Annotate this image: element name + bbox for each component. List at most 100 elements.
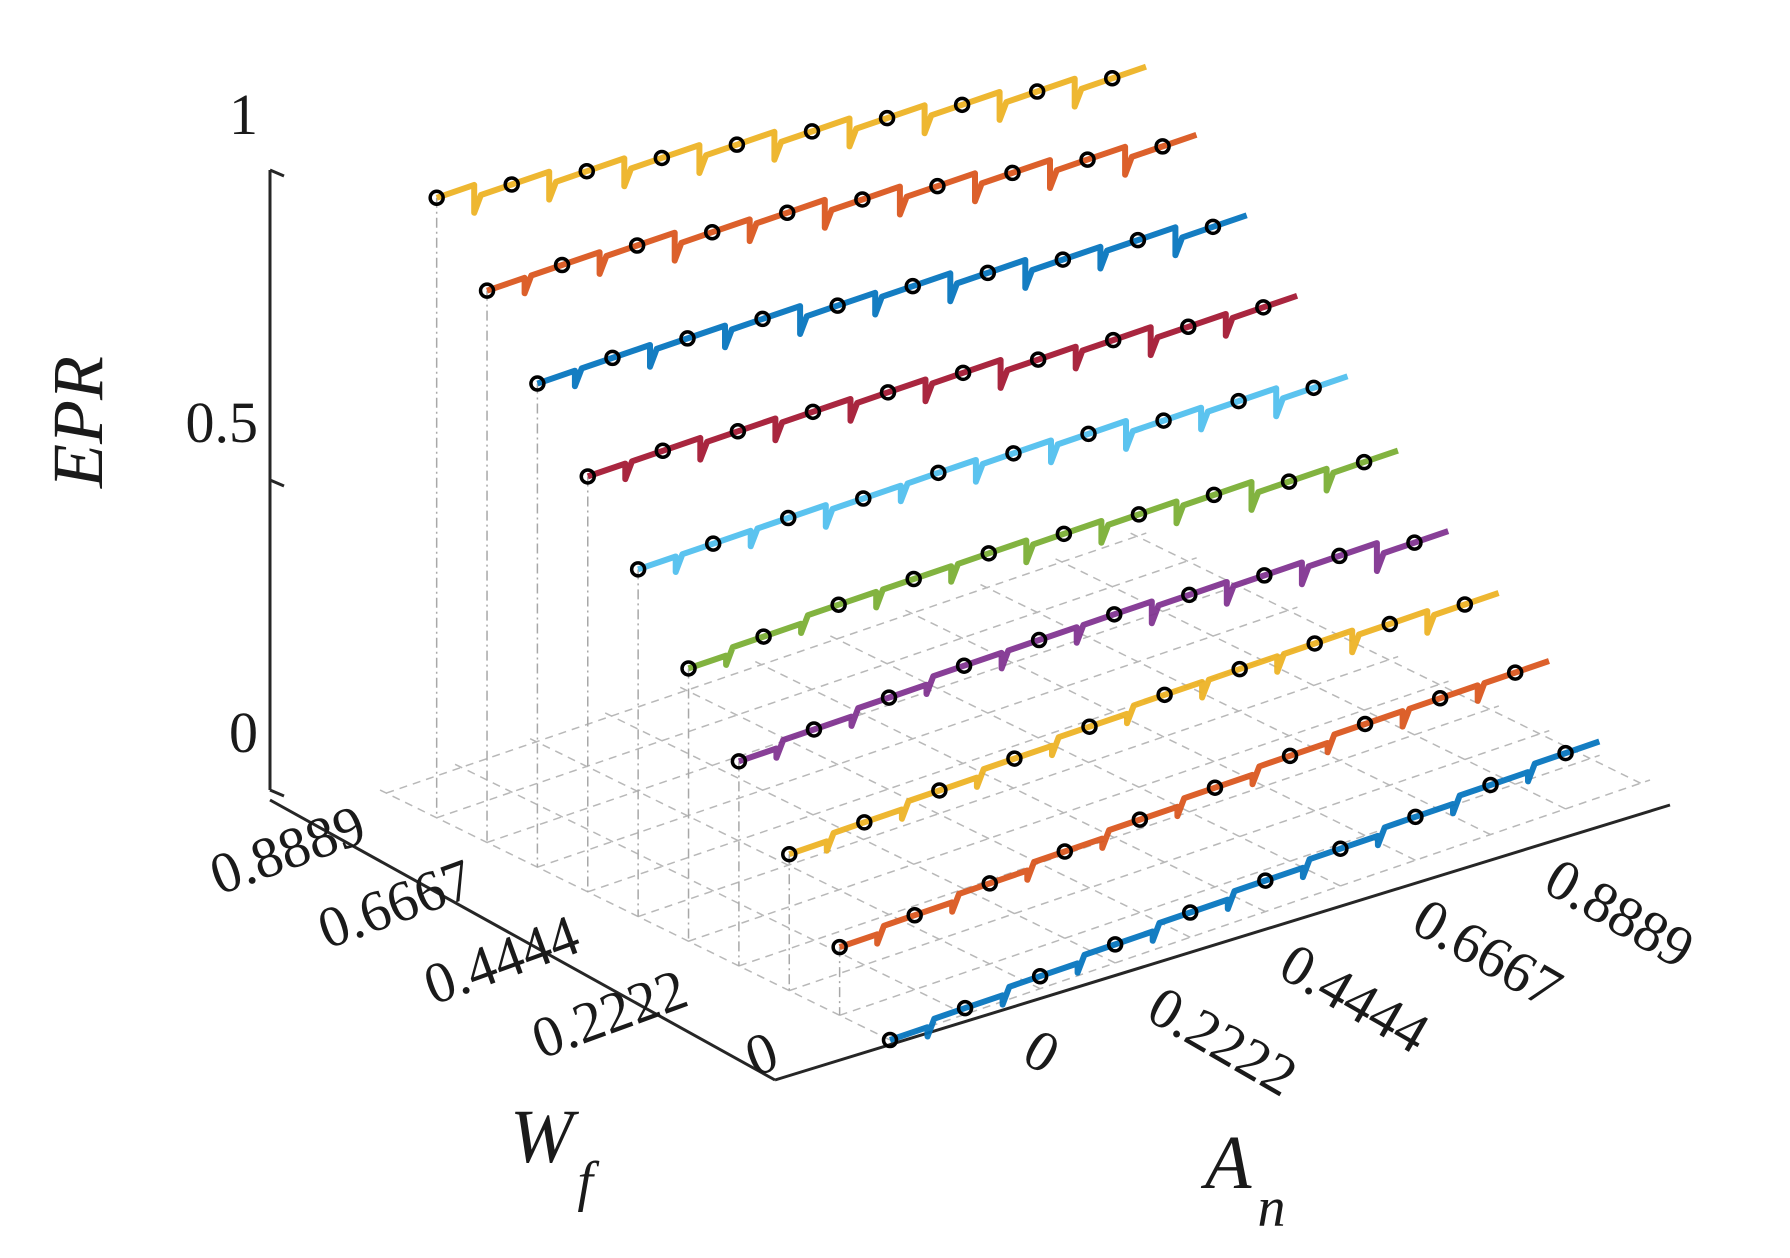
w-axis-title: Wf [510,1095,600,1213]
data-point [629,561,647,578]
floor-grid-a-line [454,763,966,1015]
data-point [1105,606,1123,623]
data-point [879,384,897,401]
z-tick-mark [269,788,285,798]
data-point [1355,453,1373,471]
series-line [586,292,1299,483]
data-point [1054,251,1072,268]
series-1 [428,63,1147,216]
data-point [930,464,947,482]
data-point [804,403,822,421]
series-line [737,528,1450,765]
data-point [1257,872,1274,889]
series-4 [579,292,1299,485]
data-point [1155,412,1172,429]
a-axis-title: An [1200,1121,1285,1239]
floor-grid-w-line [839,754,1600,1017]
data-point [829,297,846,314]
series-group [428,63,1601,1049]
data-point [1255,299,1272,316]
series-line [687,447,1399,672]
data-point [929,177,946,195]
data-point [503,176,520,193]
data-point [1103,70,1121,87]
data-point [1080,425,1097,443]
data-point [878,109,896,127]
data-point [1407,808,1424,826]
data-point [1356,715,1374,733]
floor-grid-w-line [436,557,1197,819]
data-point [578,162,596,180]
series-line [536,212,1248,390]
z-tick-mark [269,478,285,488]
data-point [1130,506,1148,523]
series-line [889,738,1601,1043]
data-point [955,657,973,674]
floor-grid-a-line [980,583,1491,836]
floor-grid-a-line [754,660,1266,913]
data-point [1129,231,1147,249]
data-point [1230,392,1247,410]
drop-lines [435,197,841,1016]
data-point [1131,811,1149,828]
floor-grid-a-line [679,686,1191,938]
data-point [1381,615,1399,633]
data-point [779,509,797,527]
data-point [1206,779,1224,796]
floor-grid-a-line [905,609,1416,861]
data-point [1406,534,1423,551]
series-line [788,590,1500,858]
data-point [628,237,646,254]
data-point [979,264,997,282]
data-point [679,330,696,347]
floor-grid [379,532,1651,1041]
data-point [1180,318,1197,336]
data-point [953,96,971,114]
data-point [729,423,747,440]
data-point [680,660,697,677]
series-8 [781,590,1500,863]
floor-grid-w-line [537,606,1298,868]
series-line [486,131,1198,297]
data-point [1004,164,1021,182]
z-tick-label-2: 1 [229,82,258,147]
z-tick-label-1: 0.5 [186,390,259,455]
tick-marks [269,168,285,798]
data-point [1031,967,1049,985]
data-point [778,204,796,222]
data-point [856,814,873,831]
data-point [1005,445,1022,462]
a-axis-title-sub: n [1257,1177,1285,1239]
data-point [880,689,898,706]
series-9 [831,658,1550,956]
floor-grid-w-line [738,705,1500,967]
data-point [730,753,748,770]
a-axis-title-base: A [1200,1121,1252,1205]
data-point [1106,936,1124,953]
z-tick-label-0: 0 [229,700,258,765]
data-point [1156,686,1173,704]
series-7 [730,528,1450,770]
data-point [1331,547,1348,565]
data-point [579,468,597,485]
data-point [703,223,721,241]
data-point [904,277,921,295]
floor-grid-w-line [889,779,1651,1041]
w-tick-label-0: 0 [737,1018,786,1089]
data-point [704,535,722,552]
data-point [881,1031,899,1049]
data-point [1030,631,1048,649]
floor-grid-w-line [386,532,1147,794]
data-point [1028,83,1046,100]
data-point [981,875,998,892]
series-5 [629,373,1349,578]
z-axis-title: EPR [38,356,118,489]
a-tick-label-0: 0 [1013,1016,1071,1087]
floor-grid-a-line [379,789,891,1041]
data-point [1056,843,1074,860]
data-point [854,191,871,208]
a-axis-line [774,803,1671,1082]
z-tick-mark [269,168,285,178]
data-point [1006,750,1023,767]
data-point [905,570,922,588]
